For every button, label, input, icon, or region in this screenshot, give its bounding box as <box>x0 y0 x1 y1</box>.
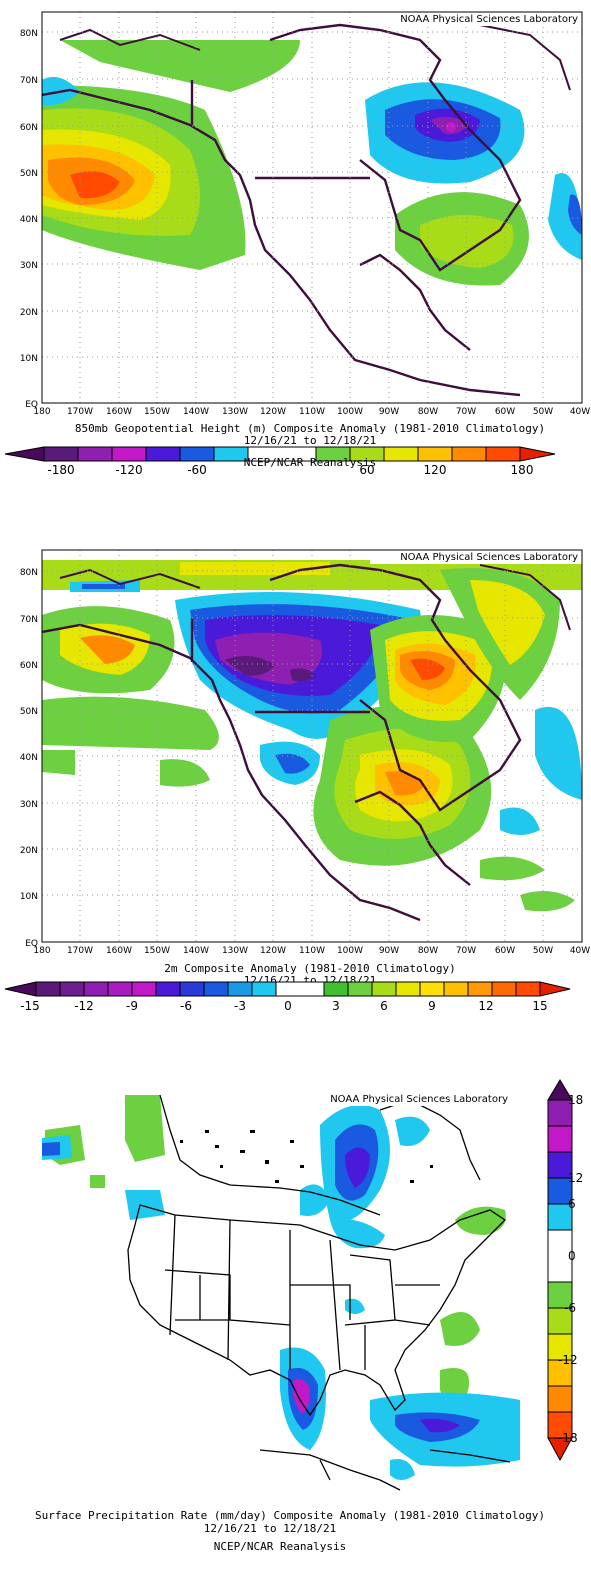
y-tick: 50N <box>20 169 38 179</box>
y-tick: EQ <box>25 400 38 410</box>
y-tick: 50N <box>20 707 38 717</box>
y-tick: 30N <box>20 261 38 271</box>
x-tick: 100W <box>337 407 363 417</box>
colorbar-label: 9 <box>428 999 436 1013</box>
y-tick: 70N <box>20 76 38 86</box>
y-tick: 10N <box>20 354 38 364</box>
source-label: NOAA Physical Sciences Laboratory <box>400 14 578 25</box>
colorbar-label: 60 <box>359 463 374 477</box>
map-dates: 12/16/21 to 12/18/21 <box>244 434 376 447</box>
x-tick: 160W <box>106 407 132 417</box>
colorbar-label: -3 <box>234 999 246 1013</box>
x-tick: 180 <box>33 946 50 956</box>
colorbar <box>547 1079 573 1462</box>
y-tick: 20N <box>20 846 38 856</box>
map-2m-anomaly: NOAA Physical Sciences Laboratory 80N 70… <box>4 549 590 1013</box>
colorbar-label: -12 <box>558 1353 578 1367</box>
x-tick: 110W <box>299 946 325 956</box>
x-tick: 40W <box>570 946 590 956</box>
x-tick: 40W <box>570 407 590 417</box>
colorbar-label: -18 <box>558 1431 578 1445</box>
x-tick: 80W <box>418 946 438 956</box>
y-tick: 20N <box>20 308 38 318</box>
map-credit: NCEP/NCAR Reanalysis <box>244 456 376 469</box>
x-tick: 70W <box>456 407 476 417</box>
x-tick: 140W <box>183 946 209 956</box>
source-label: NOAA Physical Sciences Laboratory <box>400 552 578 563</box>
source-label: NOAA Physical Sciences Laboratory <box>330 1094 508 1105</box>
colorbar-label: 0 <box>284 999 292 1013</box>
colorbar-label: 120 <box>424 463 447 477</box>
y-tick: 30N <box>20 800 38 810</box>
y-tick: 60N <box>20 661 38 671</box>
x-tick: 150W <box>144 946 170 956</box>
x-tick: 50W <box>533 946 553 956</box>
colorbar-label: 6 <box>568 1197 576 1211</box>
colorbar-label: -12 <box>74 999 94 1013</box>
y-tick: 80N <box>20 568 38 578</box>
colorbar <box>4 981 571 997</box>
colorbar-label: 18 <box>568 1093 583 1107</box>
map-title: 850mb Geopotential Height (m) Composite … <box>75 422 545 435</box>
colorbar-label: -180 <box>47 463 74 477</box>
x-tick: 150W <box>144 407 170 417</box>
y-tick: 70N <box>20 615 38 625</box>
y-tick: EQ <box>25 939 38 949</box>
grid-lines <box>42 12 582 403</box>
map-dates: 12/16/21 to 12/18/21 <box>204 1522 336 1535</box>
panel-precipitation: NOAA Physical Sciences Laboratory 18 12 … <box>0 1070 591 1569</box>
colorbar-label: 12 <box>478 999 493 1013</box>
x-tick: 60W <box>495 407 515 417</box>
colorbar-label: -120 <box>115 463 142 477</box>
colorbar-label: 6 <box>380 999 388 1013</box>
colorbar-label: 0 <box>568 1249 576 1263</box>
colorbar-label: -6 <box>564 1301 576 1315</box>
y-tick: 40N <box>20 753 38 763</box>
map-geopotential-height: NOAA Physical Sciences Laboratory 80N 70… <box>4 11 590 477</box>
x-tick: 80W <box>418 407 438 417</box>
panel-2m-anomaly: NOAA Physical Sciences Laboratory 80N 70… <box>0 540 591 1020</box>
x-tick: 160W <box>106 946 132 956</box>
colorbar-label: -60 <box>187 463 207 477</box>
colorbar <box>4 446 556 462</box>
x-tick: 120W <box>260 946 286 956</box>
colorbar-label: 180 <box>511 463 534 477</box>
x-tick: 170W <box>67 946 93 956</box>
x-tick: 180 <box>33 407 50 417</box>
y-tick: 10N <box>20 892 38 902</box>
colorbar-label: 3 <box>332 999 340 1013</box>
x-tick: 130W <box>222 407 248 417</box>
colorbar-label: -6 <box>180 999 192 1013</box>
map-credit: NCEP/NCAR Reanalysis <box>214 1540 346 1553</box>
x-tick: 120W <box>260 407 286 417</box>
map-title: 2m Composite Anomaly (1981-2010 Climatol… <box>164 962 455 975</box>
x-tick: 140W <box>183 407 209 417</box>
colorbar-label: -9 <box>126 999 138 1013</box>
x-tick: 110W <box>299 407 325 417</box>
x-tick: 60W <box>495 946 515 956</box>
colorbar-label: 12 <box>568 1171 583 1185</box>
x-tick: 90W <box>379 946 399 956</box>
panel-geopotential-height: NOAA Physical Sciences Laboratory 80N 70… <box>0 0 591 500</box>
x-tick: 90W <box>379 407 399 417</box>
x-tick: 50W <box>533 407 553 417</box>
colorbar-label: -15 <box>20 999 40 1013</box>
x-tick: 130W <box>222 946 248 956</box>
x-tick: 170W <box>67 407 93 417</box>
colorbar-label: 15 <box>532 999 547 1013</box>
y-tick: 60N <box>20 123 38 133</box>
y-tick: 80N <box>20 29 38 39</box>
map-title: Surface Precipitation Rate (mm/day) Comp… <box>35 1509 545 1522</box>
x-tick: 70W <box>456 946 476 956</box>
y-tick: 40N <box>20 215 38 225</box>
x-tick: 100W <box>337 946 363 956</box>
map-precipitation: NOAA Physical Sciences Laboratory 18 12 … <box>35 1079 583 1553</box>
